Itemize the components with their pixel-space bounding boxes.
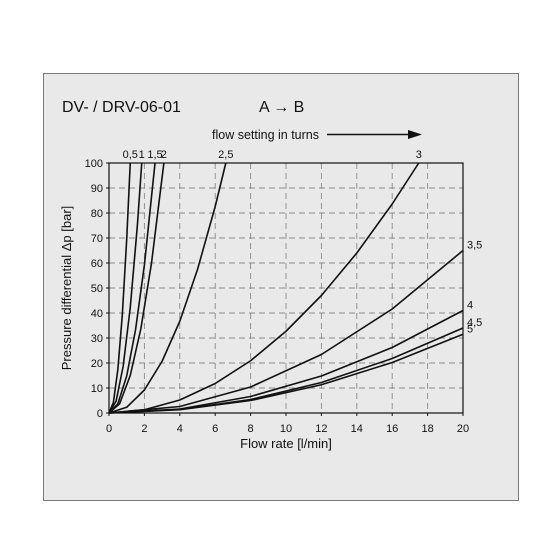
x-tick-label: 0 [106,423,112,435]
series-label: 4 [467,300,473,312]
series-labels: 0,5 1 1,52 2,5 3 3,5 4 4,55 [123,149,483,335]
series-label: 5 [467,323,473,335]
y-tick-label: 40 [91,308,103,320]
chart-title: DV- / DRV-06-01 [62,99,181,116]
x-tick-label: 2 [141,423,147,435]
y-tick-label: 90 [91,183,103,195]
x-tick-label: 16 [386,423,398,435]
y-tick-labels: 0 10 20 30 40 50 60 70 80 90 100 [85,158,103,420]
chart-subtitle: A → B [259,99,304,116]
x-axis-label: Flow rate [l/min] [240,436,332,451]
y-tick-label: 80 [91,208,103,220]
y-tick-label: 50 [91,283,103,295]
x-tick-label: 8 [248,423,254,435]
axes [106,162,464,416]
y-tick-label: 60 [91,258,103,270]
y-axis-label: Pressure differential Δp [bar] [59,206,74,371]
series-lines [108,162,464,414]
y-tick-label: 0 [97,408,103,420]
x-tick-label: 12 [315,423,327,435]
y-tick-label: 10 [91,383,103,395]
x-tick-label: 4 [177,423,183,435]
series-label: 3 [416,149,422,161]
x-tick-label: 10 [280,423,292,435]
series-line [108,162,132,414]
y-tick-label: 20 [91,358,103,370]
flow-setting-arrow [327,130,422,139]
x-tick-label: 18 [421,423,433,435]
series-line [108,249,464,414]
y-tick-label: 70 [91,233,103,245]
y-tick-label: 100 [85,158,103,170]
series-line [108,162,420,414]
series-label: 1 [139,149,145,161]
series-label: 0,5 [123,149,138,161]
series-label: 1,5 [147,149,162,161]
grid [109,163,463,413]
series-label: 2,5 [218,149,233,161]
series-label: 3,5 [467,240,482,252]
series-label: 2 [161,149,167,161]
x-tick-label: 14 [351,423,363,435]
y-tick-label: 30 [91,333,103,345]
series-line [108,162,165,414]
x-tick-labels: 0 2 4 6 8 10 12 14 16 18 20 [106,423,469,435]
series-line [108,162,227,414]
flow-setting-label: flow setting in turns [212,128,319,142]
series-line [108,162,143,414]
series-line [108,333,464,414]
x-tick-label: 20 [457,423,469,435]
series-line [108,162,156,414]
series-label: 4,5 [467,317,482,329]
chart-frame [43,73,519,501]
x-tick-label: 6 [212,423,218,435]
